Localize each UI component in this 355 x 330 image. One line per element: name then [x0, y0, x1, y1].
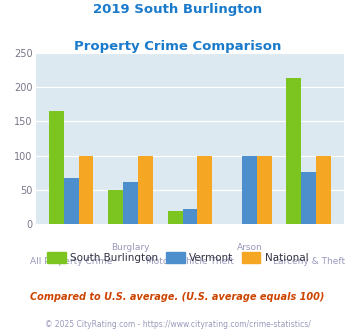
Text: All Property Crime: All Property Crime [30, 257, 113, 266]
Legend: South Burlington, Vermont, National: South Burlington, Vermont, National [43, 248, 312, 267]
Bar [123, 182, 138, 224]
Text: © 2025 CityRating.com - https://www.cityrating.com/crime-statistics/: © 2025 CityRating.com - https://www.city… [45, 320, 310, 329]
Bar [182, 209, 197, 224]
Bar [242, 156, 257, 224]
Text: 2019 South Burlington: 2019 South Burlington [93, 3, 262, 16]
Bar [108, 190, 123, 224]
Text: Property Crime Comparison: Property Crime Comparison [74, 40, 281, 52]
Text: Larceny & Theft: Larceny & Theft [273, 257, 345, 266]
Bar [316, 156, 331, 224]
Bar [257, 156, 272, 224]
Text: Motor Vehicle Theft: Motor Vehicle Theft [146, 257, 234, 266]
Bar [301, 172, 316, 224]
Bar [168, 211, 182, 224]
Text: Burglary: Burglary [111, 243, 150, 251]
Text: Compared to U.S. average. (U.S. average equals 100): Compared to U.S. average. (U.S. average … [30, 292, 325, 302]
Bar [286, 78, 301, 224]
Bar [197, 156, 212, 224]
Bar [64, 178, 78, 224]
Bar [138, 156, 153, 224]
Bar [49, 111, 64, 224]
Bar [78, 156, 93, 224]
Text: Arson: Arson [236, 243, 262, 251]
